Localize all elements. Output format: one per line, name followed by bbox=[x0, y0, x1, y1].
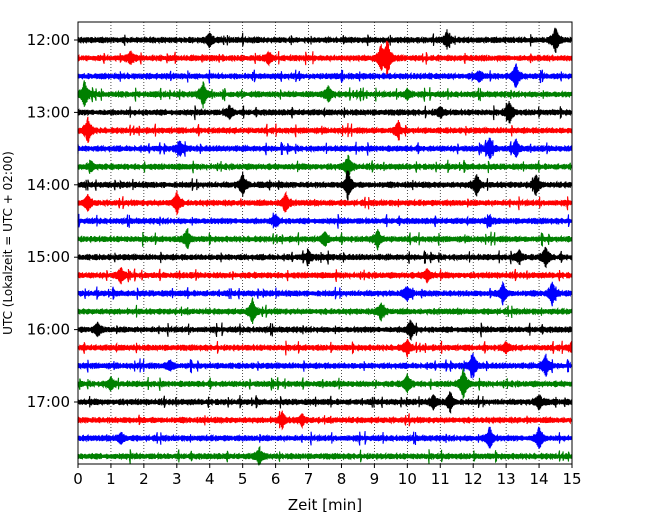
x-tick-label: 13 bbox=[497, 470, 516, 488]
trace-row bbox=[77, 40, 572, 77]
x-tick-label: 6 bbox=[271, 470, 281, 488]
y-tick-label: 16:00 bbox=[27, 321, 70, 339]
trace-row bbox=[77, 319, 572, 342]
y-tick-label: 14:00 bbox=[27, 176, 70, 194]
x-tick-label: 0 bbox=[73, 470, 83, 488]
trace-row bbox=[77, 100, 572, 124]
plot-frame bbox=[77, 21, 573, 465]
x-tick-label: 5 bbox=[238, 470, 248, 488]
trace-row bbox=[77, 280, 572, 307]
x-tick-label: 7 bbox=[304, 470, 314, 488]
x-tick-label: 4 bbox=[205, 470, 215, 488]
trace-row bbox=[77, 246, 572, 269]
x-tick-label: 8 bbox=[337, 470, 347, 488]
x-tick-label: 1 bbox=[106, 470, 116, 488]
trace-row bbox=[77, 267, 572, 285]
trace-row bbox=[77, 154, 572, 180]
x-tick-label: 2 bbox=[139, 470, 149, 488]
trace-row bbox=[77, 445, 572, 466]
y-axis-ticks: 12:00 13:00 14:00 15:00 16:00 17:00 bbox=[27, 31, 78, 411]
trace-rows bbox=[77, 27, 572, 466]
y-tick-label: 17:00 bbox=[27, 393, 70, 411]
trace-row bbox=[77, 391, 572, 414]
trace-row bbox=[77, 297, 572, 325]
x-tick-label: 12 bbox=[464, 470, 483, 488]
trace-row bbox=[77, 63, 572, 88]
trace-row bbox=[77, 338, 572, 358]
x-tick-label: 3 bbox=[172, 470, 182, 488]
x-axis-label: Zeit [min] bbox=[288, 496, 362, 514]
x-tick-label: 14 bbox=[530, 470, 549, 488]
x-axis-ticks: 0 1 2 3 4 5 6 7 8 9 10 11 12 13 14 15 bbox=[73, 464, 582, 488]
y-tick-label: 15:00 bbox=[27, 248, 70, 266]
x-tick-label: 11 bbox=[431, 470, 450, 488]
trace-row bbox=[77, 116, 572, 144]
y-tick-label: 13:00 bbox=[27, 103, 70, 121]
trace-row bbox=[77, 368, 572, 400]
trace-row bbox=[77, 228, 572, 251]
trace-row bbox=[77, 170, 572, 201]
trace-row bbox=[77, 137, 572, 160]
trace-row bbox=[77, 410, 572, 431]
trace-row bbox=[77, 80, 572, 109]
y-axis-label: UTC (Lokalzeit = UTC + 02:00) bbox=[1, 151, 15, 335]
trace-row bbox=[77, 426, 572, 450]
x-tick-label: 15 bbox=[562, 470, 581, 488]
trace-row bbox=[77, 352, 572, 380]
y-tick-label: 12:00 bbox=[27, 31, 70, 49]
x-tick-label: 10 bbox=[398, 470, 417, 488]
trace-row bbox=[77, 27, 572, 53]
x-tick-label: 9 bbox=[370, 470, 380, 488]
trace-row bbox=[77, 212, 572, 229]
trace-row bbox=[77, 190, 572, 216]
